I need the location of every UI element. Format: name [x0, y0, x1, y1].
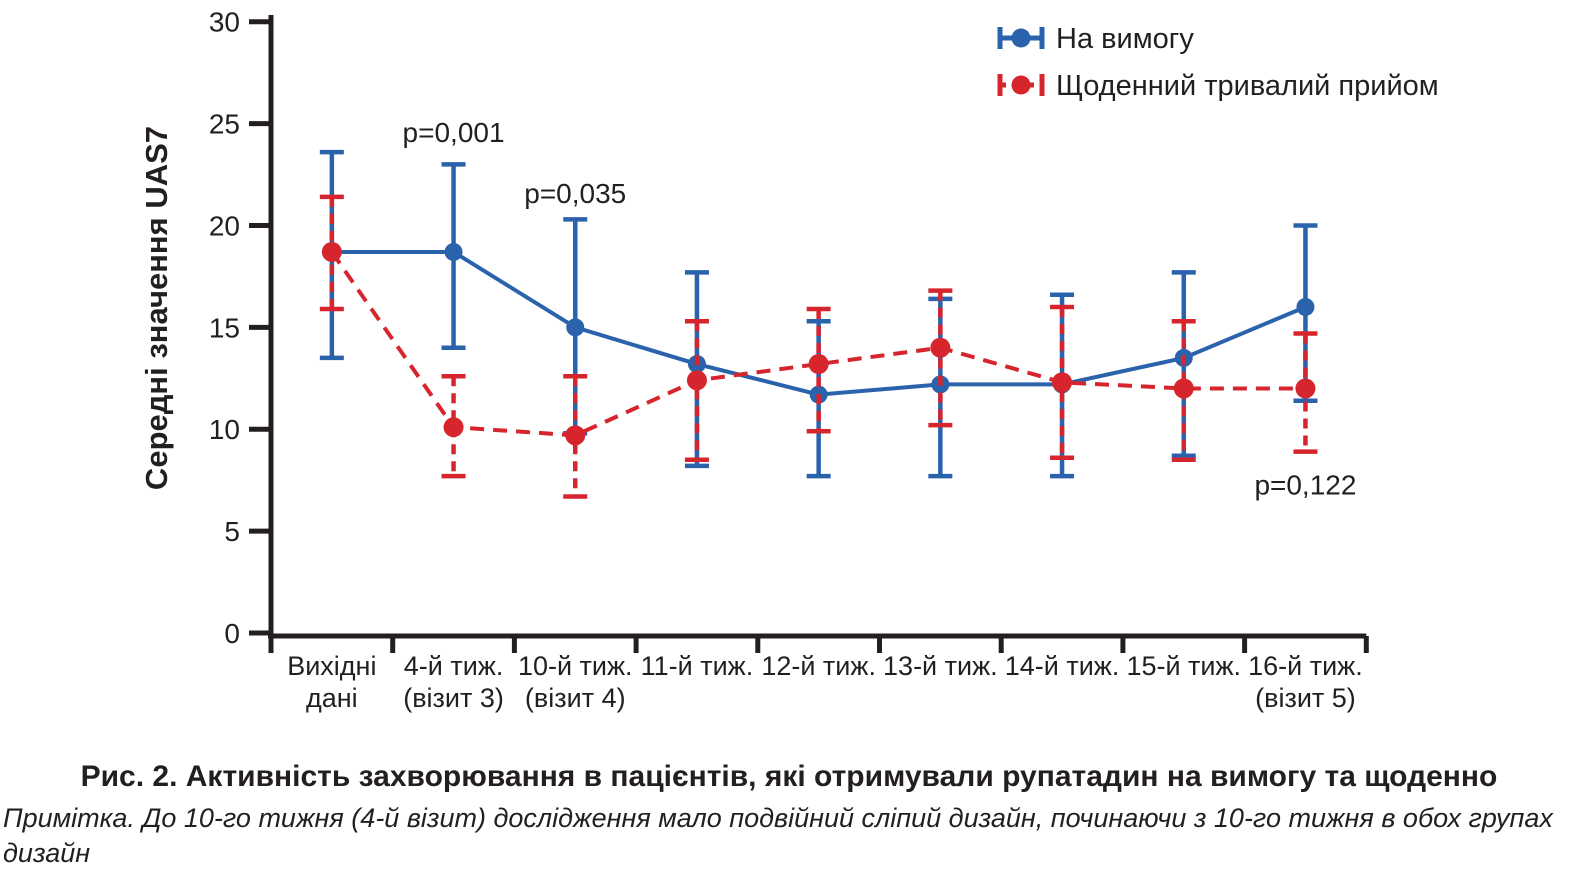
error-bar-daily [928, 288, 953, 428]
x-category-label: 14-й тиж. [1005, 651, 1120, 681]
legend-marker-dot [1011, 28, 1031, 48]
x-category-label: 12-й тиж. [761, 651, 876, 681]
legend-label: Щоденний тривалий прийом [1056, 70, 1439, 102]
y-tick-label: 25 [209, 109, 240, 140]
legend: На вимогу Щоденний тривалий прийом [997, 23, 1439, 102]
x-category-label: (візит 5) [1255, 683, 1356, 713]
data-point [1296, 297, 1315, 316]
data-point [1173, 378, 1194, 399]
data-point [1052, 372, 1073, 393]
data-point [686, 370, 707, 391]
p-value-annotation: p=0,001 [403, 117, 505, 148]
data-point [443, 417, 464, 438]
annotation-group: p=0,001 p=0,035 p=0,122 [403, 117, 1357, 501]
x-tick-group [268, 636, 1369, 653]
y-tick-label: 20 [209, 210, 240, 241]
x-category-label: 4-й тиж. [404, 651, 504, 681]
y-tick-label: 15 [209, 312, 240, 343]
data-point [321, 241, 342, 262]
data-point [1295, 378, 1316, 399]
legend-item-daily: Щоденний тривалий прийом [997, 70, 1439, 102]
p-value-annotation: p=0,122 [1254, 469, 1356, 500]
data-line [330, 250, 1306, 438]
x-category-label: 10-й тиж. [518, 651, 633, 681]
data-point [565, 425, 586, 446]
y-tick-label: 30 [209, 7, 240, 38]
x-category-label: (візит 4) [525, 683, 626, 713]
data-point [444, 242, 463, 261]
y-axis-title: Середні значення UAS7 [139, 126, 174, 490]
x-category-label: дані [306, 683, 358, 713]
y-tick-label: 10 [209, 414, 240, 445]
legend-item-on-demand: На вимогу [997, 23, 1194, 55]
x-category-label: 16-й тиж. [1248, 651, 1363, 681]
legend-label: На вимогу [1056, 23, 1194, 55]
data-point [566, 318, 585, 337]
figure-caption: Рис. 2. Активність захворювання в пацієн… [80, 760, 1498, 793]
error-bar-daily [684, 318, 709, 463]
p-value-annotation: p=0,035 [524, 178, 626, 209]
figure-note: Примітка. До 10-го тижня (4-й візит) дос… [3, 801, 1576, 874]
series-daily [319, 194, 1318, 499]
x-category-label: (візит 3) [403, 683, 504, 713]
error-bar-daily [806, 306, 831, 434]
legend-marker-dot [1011, 75, 1031, 95]
x-category-label: Вихідні [287, 651, 376, 681]
y-tick-label: 0 [224, 618, 240, 649]
y-tick-group: 0 5 10 15 20 25 30 [209, 7, 271, 649]
data-point [930, 337, 951, 358]
y-tick-label: 5 [224, 516, 240, 547]
x-category-label: 11-й тиж. [641, 651, 754, 681]
note-line-1: Примітка. До 10-го тижня (4-й візит) дос… [3, 803, 1553, 868]
error-bar-daily [441, 373, 466, 479]
data-point [808, 354, 829, 375]
x-category-label: 15-й тиж. [1126, 651, 1241, 681]
x-category-label: 13-й тиж. [883, 651, 998, 681]
